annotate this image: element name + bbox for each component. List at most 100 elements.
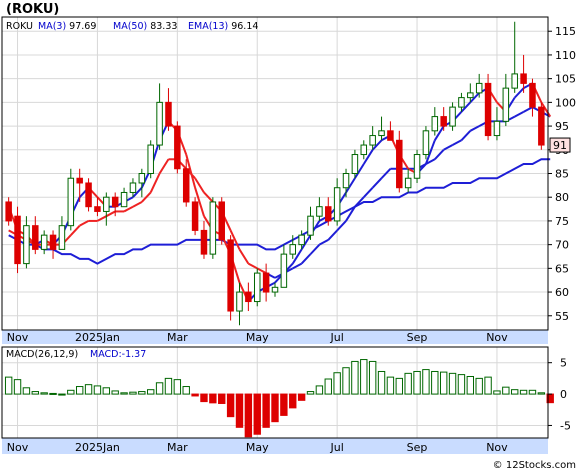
macd-bar [120,392,128,395]
candle-body [218,201,225,241]
candle-body [40,234,48,250]
candle-body [422,130,430,156]
x-axis-label-bottom: May [246,441,269,454]
candle-body [23,225,30,265]
candle-body [147,144,154,175]
macd-bar [280,393,288,416]
macd-bar [431,370,439,395]
macd-bar [164,377,173,395]
ma3-segment [362,149,374,165]
price-y-tick-label: 95 [555,120,569,133]
candle-body [103,196,110,212]
candle-body [209,201,217,255]
candle-body [396,139,403,189]
macd-bar [111,390,119,395]
price-y-tick-label: 115 [555,25,576,38]
price-y-tick-label: 80 [555,191,569,204]
ema13-segment [434,149,445,160]
ema13-segment [70,224,81,236]
price-legend-item: MA(3) 97.69 [38,21,96,32]
x-axis-label-bottom: 2025Jan [75,441,120,454]
macd-bar [235,393,244,428]
ma3-segment [513,87,525,99]
ema13-segment [345,206,356,222]
macd-bar [404,372,412,395]
macd-bar [40,392,48,395]
macd-bar [360,359,368,395]
candle-body [76,177,83,184]
ema13-segment [425,158,436,165]
macd-bar [289,393,297,409]
ema13-segment [443,144,454,151]
macd-panel-border [1,346,549,439]
ma3-segment [540,101,552,118]
macd-bar [484,376,492,395]
ema13-segment [452,139,462,146]
candle-body [271,286,279,293]
x-axis-strip-top [2,330,548,344]
ema13-segment [149,173,161,193]
macd-bar [324,378,332,395]
candle-body [467,92,474,99]
macd-bar [58,393,66,396]
candle-body [191,201,199,231]
macd-bar [351,360,359,395]
macd-bar [519,389,528,395]
macd-bar [191,393,199,397]
price-legend-value: 97.69 [66,21,96,32]
candle-body [316,206,323,217]
current-price-box [549,137,571,153]
macd-bar [413,370,421,395]
macd-bar [528,389,537,395]
candle-body [280,253,288,288]
x-axis-strip-bottom [2,438,548,454]
macd-bar [448,372,457,395]
candle-body [404,177,412,189]
candle-body [431,116,439,132]
x-axis-label-top: Sep [407,331,428,344]
macd-bar [333,372,341,395]
x-axis-label-top: 2025Jan [75,331,120,344]
macd-bar [342,367,350,395]
price-y-tick-label: 75 [555,215,569,228]
ma3-segment [132,187,143,198]
ema13-segment [194,177,205,193]
candle-body [182,168,190,203]
macd-bar [537,392,546,395]
ma3-segment [424,139,436,165]
candle-body [289,244,297,255]
ema13-segment [292,262,303,270]
x-axis-label-bottom: Nov [7,441,29,454]
ema13-segment [514,110,525,118]
price-y-tick-label: 70 [555,239,569,252]
candle-body [120,191,128,208]
macd-bar [129,391,137,395]
macd-bar [244,393,253,438]
macd-bar [93,385,102,395]
macd-y-tick-label: 0 [560,388,567,401]
macd-bar [457,374,466,395]
macd-bar [395,377,403,395]
candle-body [458,97,465,108]
macd-bar [306,391,315,395]
macd-y-tick-label: -5 [560,419,571,432]
macd-bar [155,382,164,395]
ema13-segment [238,248,250,265]
ma3-segment [345,177,356,193]
macd-bar [439,371,448,395]
price-y-tick-label: 100 [555,96,576,109]
candle-body [511,73,518,89]
candle-body [413,154,421,179]
macd-bar [493,390,501,395]
watermark: © 12Stocks.com [493,460,576,471]
ma3-segment [354,163,365,179]
macd-bar [75,386,84,395]
candle-body [85,182,92,208]
price-legend-item: ROKU [6,21,33,32]
macd-bar [31,391,39,395]
ema13-segment [469,125,480,132]
x-axis-label-bottom: Nov [486,441,508,454]
macd-bar [209,393,217,404]
ma50-line [8,158,551,265]
